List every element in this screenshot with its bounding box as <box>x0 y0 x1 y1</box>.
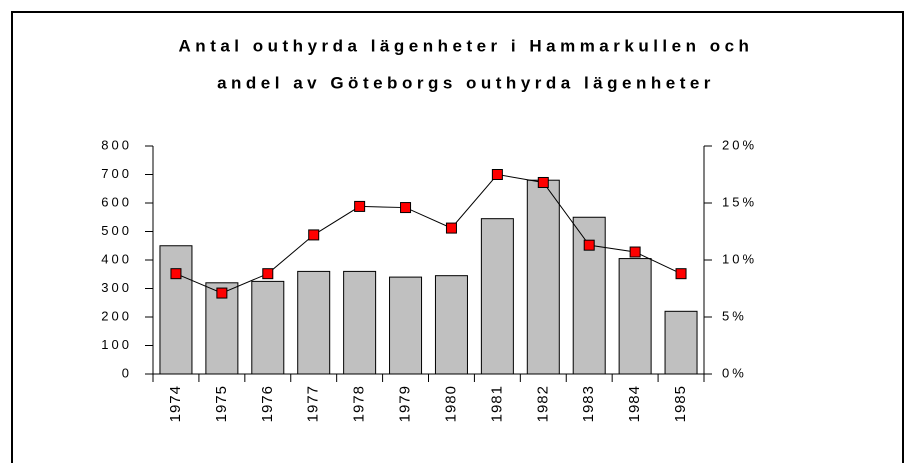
y-tick-label: 600 <box>101 194 132 209</box>
y-tick-label: 0 <box>122 365 132 380</box>
y-tick-label: 700 <box>101 166 132 181</box>
y-tick-label: 800 <box>101 137 132 152</box>
y2-tick-label: 5% <box>722 308 747 323</box>
x-tick-label: 1977 <box>305 385 322 422</box>
marker <box>262 268 274 280</box>
x-tick-label: 1981 <box>488 385 505 422</box>
bar <box>480 218 514 375</box>
y2-tick-label: 20% <box>722 137 757 152</box>
x-tick-label: 1982 <box>534 385 551 422</box>
marker <box>400 202 412 214</box>
chart-title: andel av Göteborgs outhyrda lägenheter <box>217 73 715 92</box>
marker <box>216 287 228 299</box>
chart-title: Antal outhyrda lägenheter i Hammarkullen… <box>179 36 754 55</box>
bar <box>434 275 468 375</box>
y-tick-label: 500 <box>101 223 132 238</box>
line <box>175 173 682 294</box>
y2-tick-label: 10% <box>722 251 757 266</box>
x-tick-label: 1979 <box>397 385 414 422</box>
x-tick-label: 1974 <box>167 385 184 422</box>
y-tick-label: 200 <box>101 308 132 323</box>
y-tick-label: 100 <box>101 337 132 352</box>
bar <box>389 276 423 375</box>
bar <box>297 270 331 375</box>
x-tick-label: 1983 <box>580 385 597 422</box>
marker <box>354 200 366 212</box>
x-tick-label: 1976 <box>259 385 276 422</box>
x-tick-label: 1975 <box>213 385 230 422</box>
bar <box>618 258 652 375</box>
marker <box>308 229 320 241</box>
marker <box>675 268 687 280</box>
marker <box>583 239 595 251</box>
marker <box>629 246 641 258</box>
y-tick-label: 400 <box>101 251 132 266</box>
y-tick-label: 300 <box>101 280 132 295</box>
bar <box>664 310 698 375</box>
marker <box>491 169 503 180</box>
marker <box>445 222 457 234</box>
x-tick-label: 1984 <box>626 385 643 422</box>
bar <box>251 280 285 375</box>
x-tick-label: 1980 <box>442 385 459 422</box>
bar <box>159 245 193 375</box>
x-tick-label: 1978 <box>351 385 368 422</box>
marker <box>537 176 549 188</box>
bar <box>343 270 377 375</box>
chart-frame <box>11 11 904 463</box>
marker <box>170 268 182 280</box>
y2-tick-label: 15% <box>722 194 757 209</box>
bar <box>526 179 560 375</box>
x-tick-label: 1985 <box>672 385 689 422</box>
y2-tick-label: 0% <box>722 365 747 380</box>
